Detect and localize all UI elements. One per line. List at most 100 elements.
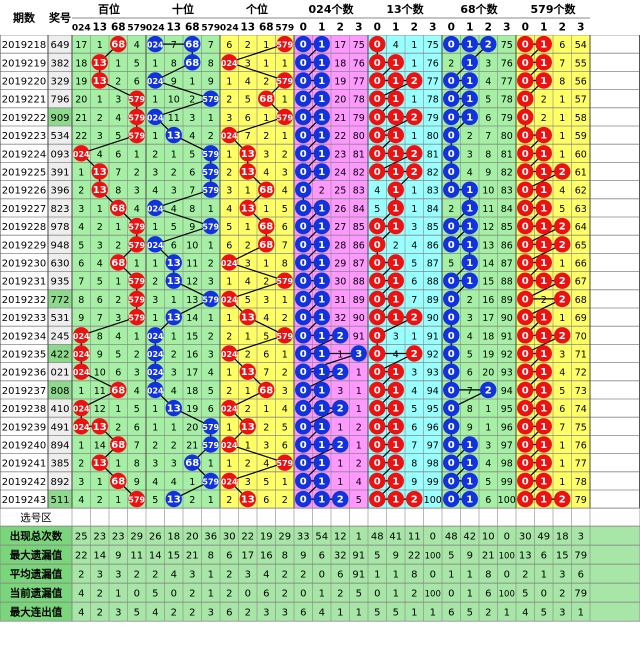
miss-value-cell: 78 xyxy=(575,477,587,488)
miss-value-cell: 69 xyxy=(575,313,587,324)
miss-value-cell: 1 xyxy=(245,386,251,397)
ball-label: 0 xyxy=(448,240,455,251)
blue-ball-marker xyxy=(202,163,219,180)
red-ball-marker xyxy=(369,254,386,271)
miss-value-cell: 94 xyxy=(427,386,439,397)
stats-value: 9 xyxy=(393,551,399,562)
number-cell: 329 xyxy=(50,77,69,88)
miss-value-cell: 78 xyxy=(427,95,439,106)
ball-label: 2 xyxy=(559,276,566,287)
miss-value-cell: 11 xyxy=(482,204,494,215)
ball-label: 13 xyxy=(241,313,255,324)
ball-label: 1 xyxy=(318,167,325,178)
blue-ball-marker xyxy=(295,254,312,271)
stats-value: 49 xyxy=(537,532,550,543)
miss-value-cell: 6 xyxy=(263,350,269,361)
miss-value-cell: 64 xyxy=(575,222,587,233)
ball-label: 0 xyxy=(522,167,529,178)
ball-label: 0 xyxy=(522,112,529,123)
ball-label: 13 xyxy=(241,495,255,506)
stats-value: 6 xyxy=(578,570,584,581)
miss-value-cell: 90 xyxy=(501,313,513,324)
miss-value-cell: 4 xyxy=(171,204,177,215)
period-cell-bg xyxy=(0,162,48,181)
red-ball-marker xyxy=(258,381,275,399)
ball-label: 1 xyxy=(466,240,473,251)
ball-markers: 68 024 68 579 0 1 0 0 1 2 0 113 68 024 0 1 0 1 1 0 113 024 579… xyxy=(73,35,571,508)
blue-ball-marker xyxy=(202,290,219,308)
red-ball-marker xyxy=(406,163,423,180)
miss-value-cell: 7 xyxy=(559,422,565,433)
stats-value: 1 xyxy=(467,589,473,600)
blue-ball-marker xyxy=(202,145,219,162)
miss-value-cell: 2 xyxy=(541,95,547,106)
miss-value-cell: 84 xyxy=(353,204,365,215)
ball-label: 0 xyxy=(300,458,307,469)
miss-value-cell: 3 xyxy=(208,350,214,361)
miss-value-cell: 1 xyxy=(208,113,214,124)
red-ball-marker xyxy=(276,454,293,471)
ball-label: 1 xyxy=(318,240,325,251)
ball-label: 1 xyxy=(318,349,325,360)
period-cell: 2019236 xyxy=(2,368,47,379)
miss-value-cell: 1 xyxy=(152,422,158,433)
red-ball-marker xyxy=(73,399,90,417)
ball-label: 1 xyxy=(392,367,399,378)
red-ball-marker xyxy=(128,272,145,289)
blue-ball-marker xyxy=(313,272,330,289)
number-cell: 894 xyxy=(50,441,69,452)
miss-value-cell: 11 xyxy=(168,113,180,124)
blue-ball-marker xyxy=(165,308,182,326)
red-ball-marker xyxy=(110,199,127,217)
blue-ball-marker xyxy=(147,199,164,217)
stats-value: 8 xyxy=(282,551,288,562)
trend-line xyxy=(81,134,137,154)
ball-label: 0 xyxy=(300,331,307,342)
blue-ball-marker xyxy=(443,90,460,107)
miss-value-cell: 1 xyxy=(115,404,121,415)
miss-value-cell: 3 xyxy=(393,331,399,342)
miss-value-cell: 1 xyxy=(263,113,269,124)
ball-label: 0 xyxy=(522,367,529,378)
stats-value: 12 xyxy=(334,532,347,543)
miss-value-cell: 1 xyxy=(97,95,103,106)
red-ball-marker xyxy=(535,327,552,344)
blue-ball-marker xyxy=(332,436,349,453)
stats-value: 0 xyxy=(504,532,510,543)
blue-ball-marker xyxy=(443,217,460,235)
ball-label: 2 xyxy=(559,167,566,178)
select-row-label: 选号区 xyxy=(20,511,52,524)
miss-value-cell: 1 xyxy=(152,222,158,233)
ball-label: 0 xyxy=(300,76,307,87)
red-ball-marker xyxy=(517,272,534,289)
ball-label: 0 xyxy=(448,349,455,360)
period-cell-bg xyxy=(0,326,48,345)
miss-value-cell: 22 xyxy=(334,131,346,142)
miss-value-cell: 6 xyxy=(134,422,140,433)
stats-value: 1 xyxy=(467,570,473,581)
ball-label: 1 xyxy=(466,58,473,69)
red-ball-marker xyxy=(387,181,404,198)
miss-value-cell: 3 xyxy=(152,295,158,306)
red-ball-marker xyxy=(369,490,386,508)
number-cell-bg xyxy=(48,235,72,254)
ball-label: 0 xyxy=(448,294,455,305)
miss-value-cell: 5 xyxy=(467,350,473,361)
red-ball-marker xyxy=(517,145,534,162)
trend-line xyxy=(229,462,285,482)
number-cell-bg xyxy=(48,217,72,236)
ball-label: 0 xyxy=(300,94,307,105)
ball-label: 579 xyxy=(276,41,293,50)
red-ball-marker xyxy=(239,145,256,162)
miss-value-cell: 2 xyxy=(97,113,103,124)
miss-value-cell: 4 xyxy=(282,186,288,197)
blue-ball-marker xyxy=(295,454,312,471)
ball-label: 0 xyxy=(374,58,381,69)
header-sub-label: 2 xyxy=(559,22,566,34)
ball-label: 13 xyxy=(93,167,107,178)
red-ball-marker xyxy=(369,126,386,144)
stats-value: 3 xyxy=(208,608,214,619)
miss-value-cell: 2 xyxy=(467,295,473,306)
trend-line xyxy=(155,189,211,209)
miss-value-cell: 8 xyxy=(134,459,140,470)
